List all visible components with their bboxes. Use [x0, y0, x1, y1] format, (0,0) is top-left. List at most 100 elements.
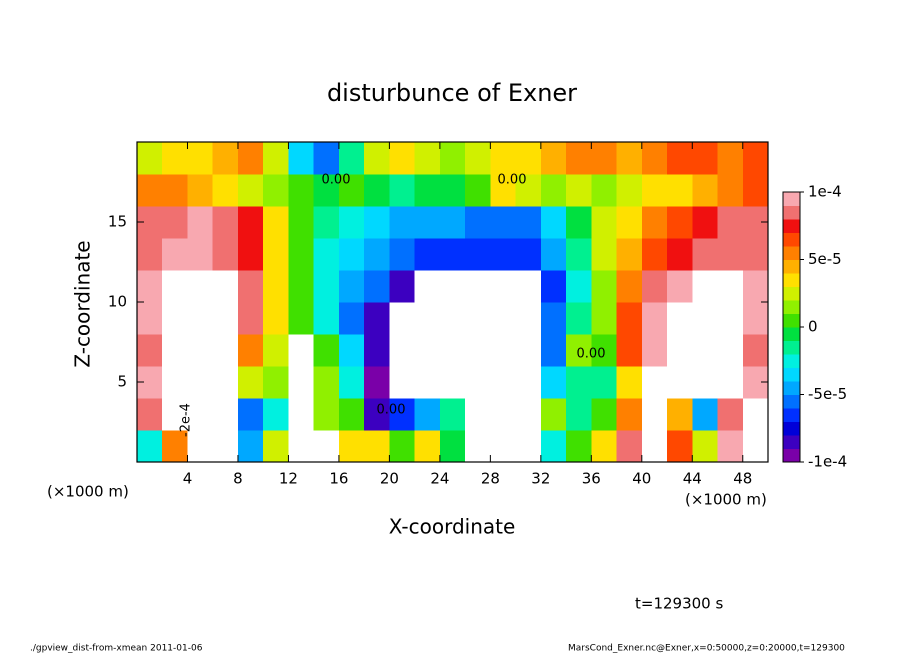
heat-cell	[540, 398, 567, 431]
heat-cell	[237, 366, 264, 399]
heat-cell	[566, 238, 592, 271]
heat-cell	[667, 270, 693, 303]
heat-cell	[263, 174, 289, 207]
heat-cell	[465, 430, 491, 463]
heat-cell	[288, 366, 315, 399]
heat-cell	[263, 366, 289, 399]
heat-cell	[212, 302, 239, 335]
heat-cell	[742, 398, 769, 431]
colorbar-tick-label: 0	[808, 318, 818, 336]
heat-cell	[288, 174, 315, 207]
heat-cell	[692, 430, 719, 463]
heat-cell	[667, 174, 693, 207]
heat-cell	[364, 174, 390, 207]
heat-cell	[237, 334, 264, 367]
heat-cell	[641, 366, 668, 399]
heat-cell	[667, 334, 693, 367]
heat-cell	[414, 398, 441, 431]
heat-cell	[717, 302, 744, 335]
colorbar-swatch	[783, 259, 800, 274]
heat-cell	[313, 430, 340, 463]
x-tick-label: 32	[531, 470, 550, 488]
colorbar-swatch	[783, 340, 800, 355]
heat-cell	[263, 206, 289, 239]
heat-cell	[212, 238, 239, 271]
heat-cell	[338, 302, 365, 335]
heat-cell	[742, 174, 769, 207]
colorbar-tick-label: 5e-5	[808, 250, 842, 268]
heat-cell	[313, 238, 340, 271]
heat-cell	[137, 174, 163, 207]
heat-cell	[692, 142, 719, 175]
heat-cell	[742, 238, 769, 271]
heat-cell	[515, 302, 542, 335]
x-tick-label: 8	[233, 470, 243, 488]
heat-cell	[263, 270, 289, 303]
heat-cell	[162, 366, 188, 399]
colorbar-swatch	[783, 435, 800, 449]
heat-cell	[591, 334, 618, 367]
heat-cell	[439, 206, 466, 239]
heat-cell	[591, 302, 618, 335]
heat-cell	[515, 270, 542, 303]
heat-cell	[591, 238, 618, 271]
heat-cell	[717, 270, 744, 303]
heat-cell	[439, 398, 466, 431]
colorbar-swatch	[783, 327, 800, 341]
heat-cell	[187, 142, 214, 175]
heat-cell	[414, 238, 441, 271]
heat-cell	[364, 302, 390, 335]
heat-cell	[313, 206, 340, 239]
chart-title: disturbunce of Exner	[327, 79, 577, 107]
heat-cell	[313, 302, 340, 335]
heat-cell	[616, 206, 643, 239]
footer: ./gpview_dist-from-xmean 2011-01-06	[30, 644, 203, 654]
heat-cell	[288, 398, 315, 431]
heat-cell	[212, 334, 239, 367]
heat-cell	[667, 142, 693, 175]
heat-cell	[641, 206, 668, 239]
heat-cell	[667, 302, 693, 335]
heat-cell	[439, 334, 466, 367]
heat-cell	[490, 238, 517, 271]
heat-cell	[414, 302, 441, 335]
heat-cell	[313, 142, 340, 175]
colorbar-swatch	[783, 421, 800, 436]
heat-cell	[137, 430, 163, 463]
heat-cell	[540, 206, 567, 239]
heat-cell	[338, 366, 365, 399]
heat-cell	[389, 366, 416, 399]
heat-cell	[717, 398, 744, 431]
heat-cell	[616, 398, 643, 431]
heat-cell	[288, 206, 315, 239]
heat-cell	[338, 334, 365, 367]
heat-cell	[540, 174, 567, 207]
heat-cell	[641, 430, 668, 463]
heat-cell	[566, 302, 592, 335]
y-tick-label: 10	[108, 293, 127, 311]
heat-cell	[692, 398, 719, 431]
heat-cell	[288, 334, 315, 367]
x-tick-label: 40	[632, 470, 651, 488]
heat-cell	[187, 366, 214, 399]
heat-cell	[137, 270, 163, 303]
heat-cell	[162, 174, 188, 207]
heat-cell	[364, 366, 390, 399]
heat-cell	[566, 366, 592, 399]
time-label: t=129300 s	[635, 595, 723, 613]
colorbar-swatch	[783, 246, 800, 260]
heat-cell	[616, 270, 643, 303]
heat-cell	[667, 238, 693, 271]
heat-cell	[237, 238, 264, 271]
heat-cell	[667, 206, 693, 239]
heat-cell	[515, 206, 542, 239]
heat-cell	[414, 366, 441, 399]
heat-cell	[237, 398, 264, 431]
heat-cell	[137, 302, 163, 335]
heat-cell	[616, 366, 643, 399]
heat-cell	[237, 206, 264, 239]
colorbar-tick-label: -5e-5	[808, 385, 847, 403]
heat-cell	[566, 142, 592, 175]
heat-cell	[490, 270, 517, 303]
